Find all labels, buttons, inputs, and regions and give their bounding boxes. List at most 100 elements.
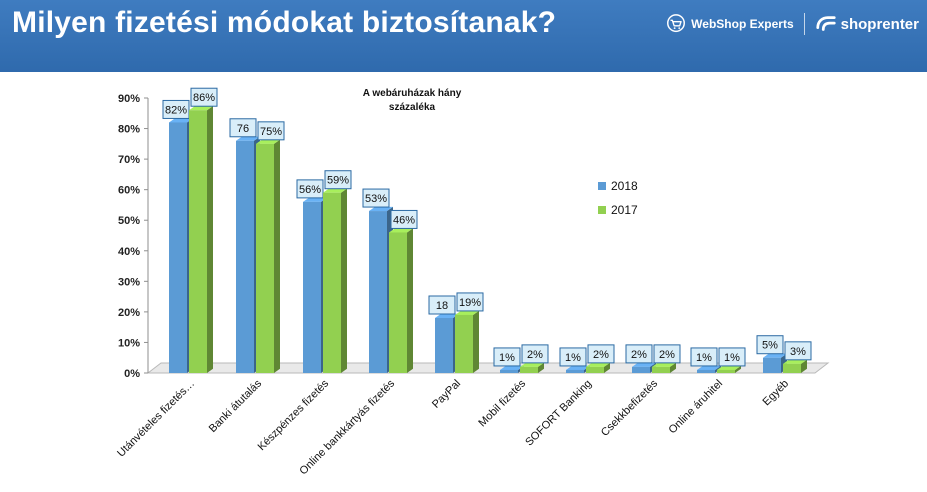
data-label: 2% xyxy=(593,349,609,361)
data-label-box xyxy=(190,87,218,107)
y-tick-label: 90% xyxy=(118,93,140,105)
bar-front xyxy=(236,140,254,373)
data-label: 56% xyxy=(299,184,321,196)
data-label: 82% xyxy=(165,104,187,116)
data-label-box xyxy=(390,209,418,229)
x-tick-label: Mobil fizetés xyxy=(476,377,528,429)
bar-front xyxy=(455,314,473,373)
bar-2017 xyxy=(652,362,676,373)
data-label-box xyxy=(229,118,257,138)
data-label: 2% xyxy=(527,349,543,361)
x-tick-label: Online áruhitel xyxy=(666,378,725,437)
data-label-box xyxy=(296,179,324,199)
x-tick-label: Banki átutalás xyxy=(207,377,265,435)
y-tick-label: 20% xyxy=(118,307,140,319)
data-label: 59% xyxy=(327,175,349,187)
legend-swatch-2018 xyxy=(598,182,606,190)
bar-side xyxy=(207,106,213,373)
data-label: 2% xyxy=(631,349,647,361)
bar-top xyxy=(652,362,676,367)
data-label-box xyxy=(324,170,352,190)
bar-top xyxy=(236,136,260,141)
data-label-box xyxy=(559,347,587,367)
bar-top xyxy=(586,362,610,367)
y-tick-label: 80% xyxy=(118,124,140,136)
bar-front xyxy=(586,366,604,373)
data-label-box xyxy=(162,99,190,119)
data-label-box xyxy=(625,344,653,364)
bar-front xyxy=(520,366,538,373)
bar-2017 xyxy=(455,310,479,373)
x-tick-label: Utánvételes fizetés… xyxy=(115,378,197,460)
webshop-experts-text: WebShop Experts xyxy=(691,17,794,31)
x-tick-label: Csekkbefizetés xyxy=(599,377,661,439)
bar-side xyxy=(274,139,280,373)
bar-front xyxy=(189,110,207,373)
data-label-box xyxy=(493,347,521,367)
bar-2017 xyxy=(783,359,807,373)
bar-side xyxy=(407,228,413,373)
data-label: 1% xyxy=(724,352,740,364)
cart-icon xyxy=(667,14,686,33)
bar-top xyxy=(500,365,524,370)
bar-2017 xyxy=(717,365,741,373)
bar-side xyxy=(604,362,610,373)
legend-label-2018: 2018 xyxy=(611,179,638,193)
x-tick-label: Készpénzes fizetés xyxy=(256,377,332,453)
bar-top xyxy=(303,197,327,202)
bar-side xyxy=(801,359,807,373)
bar-top xyxy=(783,359,807,364)
data-label-box xyxy=(257,121,285,141)
bar-front xyxy=(763,357,781,373)
data-label: 1% xyxy=(696,352,712,364)
data-label: 76 xyxy=(237,123,249,135)
y-tick-label: 70% xyxy=(118,154,140,166)
bar-top xyxy=(520,362,544,367)
data-label: 46% xyxy=(393,214,415,226)
page-title: Milyen fizetési módokat biztosítanak? xyxy=(12,6,557,39)
bar-front xyxy=(389,232,407,373)
bar-chart: 0% 10% 20% 30% 40% 50% 60% 70% 80% 90% A webáruház… xyxy=(115,87,830,477)
bar-top xyxy=(632,362,656,367)
bar-top xyxy=(189,106,213,111)
bar-top xyxy=(455,310,479,315)
data-label-box xyxy=(428,295,456,315)
data-label-box xyxy=(456,292,484,312)
bar-top xyxy=(717,365,741,370)
data-label-box xyxy=(653,344,681,364)
data-label-box xyxy=(362,188,390,208)
bar-side xyxy=(538,362,544,373)
bar-top xyxy=(566,365,590,370)
webshop-experts-logo: WebShop Experts xyxy=(665,13,794,35)
bar-front xyxy=(435,318,453,373)
x-tick-label: PayPal xyxy=(430,378,463,411)
bar-2017 xyxy=(520,362,544,373)
bar-top xyxy=(169,118,193,123)
bar-front xyxy=(369,211,387,373)
data-label-box xyxy=(784,341,812,361)
y-tick-label: 0% xyxy=(124,368,140,380)
shoprenter-logo: shoprenter xyxy=(815,13,919,35)
data-label: 1% xyxy=(499,352,515,364)
header-banner: Milyen fizetési módokat biztosítanak? We… xyxy=(0,0,927,72)
chart-title-line2: százaléka xyxy=(389,102,436,113)
data-label: 86% xyxy=(193,92,215,104)
bar-side xyxy=(473,310,479,373)
x-tick-label: SOFORT Banking xyxy=(523,378,594,449)
y-tick-label: 40% xyxy=(118,246,140,258)
data-label: 18 xyxy=(436,300,448,312)
bar-top xyxy=(369,206,393,212)
bar-front xyxy=(303,201,321,373)
bar-top xyxy=(763,353,787,358)
data-label: 1% xyxy=(565,352,581,364)
data-label: 75% xyxy=(260,126,282,138)
bar-2017 xyxy=(323,188,347,373)
legend-swatch-2017 xyxy=(598,206,606,214)
bar-top xyxy=(256,139,280,144)
data-label: 53% xyxy=(365,193,387,205)
bar-side xyxy=(670,362,676,373)
bar-front xyxy=(783,363,801,373)
data-label: 3% xyxy=(790,346,806,358)
logo-divider xyxy=(803,13,805,35)
bar-front xyxy=(256,143,274,373)
